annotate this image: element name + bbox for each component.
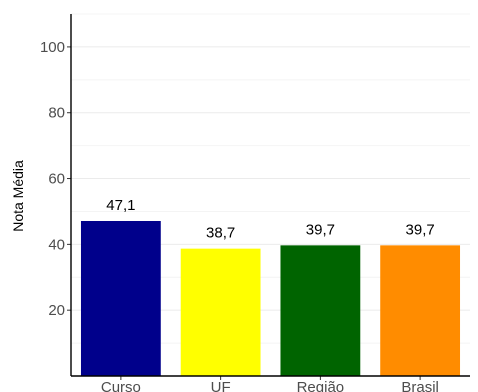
x-tick-label: UF <box>211 379 231 392</box>
x-tick-label: Curso <box>101 379 141 392</box>
data-label: 38,7 <box>206 225 235 242</box>
x-tick-label: Região <box>297 379 345 392</box>
data-label: 47,1 <box>106 197 135 214</box>
bar-brasil <box>380 245 461 376</box>
axes: Curso UF Região Brasil 20 40 60 80 100 <box>40 14 470 392</box>
bar-curso <box>80 220 161 376</box>
y-tick-label: 40 <box>48 236 65 253</box>
bar-uf <box>180 248 261 376</box>
data-label: 39,7 <box>306 221 335 238</box>
data-label: 39,7 <box>406 221 435 238</box>
data-labels: 47,1 38,7 39,7 39,7 <box>106 197 434 242</box>
y-tick-label: 60 <box>48 171 65 188</box>
y-tick-label: 80 <box>48 105 65 122</box>
y-tick-label: 100 <box>40 39 65 56</box>
bar-regiao <box>280 245 361 376</box>
y-tick-label: 20 <box>48 302 65 319</box>
y-axis-title: Nota Média <box>10 160 26 232</box>
x-tick-label: Brasil <box>401 379 439 392</box>
bars <box>80 220 461 376</box>
